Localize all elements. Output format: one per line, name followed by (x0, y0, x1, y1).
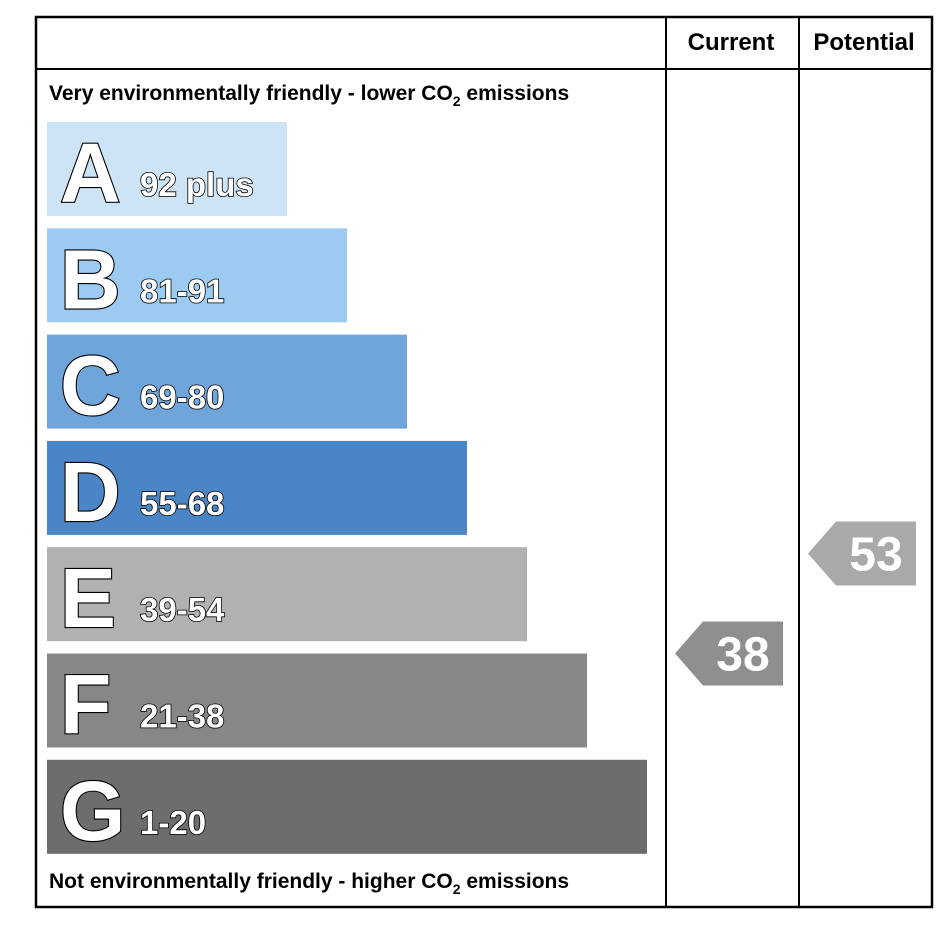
band-b-bar (47, 228, 347, 323)
bottom-note-text: Not environmentally friendly - higher CO (49, 870, 453, 893)
band-a-range: 92 plus (140, 166, 254, 203)
band-a-letter: A (60, 126, 121, 220)
band-d-letter: D (60, 445, 121, 539)
current-rating-arrow (675, 621, 783, 686)
rating-bands: A 92 plus B 81-91 C 69-80 D 55-68 E 39-54 F 21-38 G 1… (47, 122, 647, 859)
current-rating-value: 38 (716, 629, 769, 682)
band-e-bar (47, 547, 527, 642)
band-c-bar (47, 334, 407, 429)
band-e-letter: E (60, 551, 116, 645)
band-f-range: 21-38 (140, 698, 224, 735)
potential-rating-value: 53 (849, 529, 902, 582)
band-b-range: 81-91 (140, 272, 224, 309)
bottom-note: Not environmentally friendly - higher CO… (49, 870, 569, 897)
top-note-subscript: 2 (453, 93, 461, 109)
band-c-letter: C (60, 339, 121, 433)
band-f-bar (47, 653, 587, 748)
band-f-letter: F (60, 658, 111, 752)
band-a-bar (47, 122, 287, 216)
current-column-header: Current (688, 29, 775, 56)
band-d-range: 55-68 (140, 485, 224, 522)
band-g-range: 1-20 (140, 804, 206, 841)
potential-column-header: Potential (813, 29, 914, 56)
top-note: Very environmentally friendly - lower CO… (49, 82, 569, 109)
top-note-text: Very environmentally friendly - lower CO (49, 82, 453, 105)
band-g-letter: G (60, 764, 125, 858)
band-g-bar (47, 759, 647, 854)
top-note-tail: emissions (461, 82, 570, 105)
bottom-note-subscript: 2 (453, 881, 461, 897)
band-c-range: 69-80 (140, 379, 224, 416)
band-b-letter: B (60, 232, 121, 326)
potential-rating-arrow (808, 521, 916, 586)
band-d-bar (47, 440, 467, 535)
rating-pointers: 38 53 (675, 521, 916, 686)
chart-border (34, 15, 934, 909)
bottom-note-tail: emissions (461, 870, 570, 893)
band-e-range: 39-54 (140, 591, 225, 628)
